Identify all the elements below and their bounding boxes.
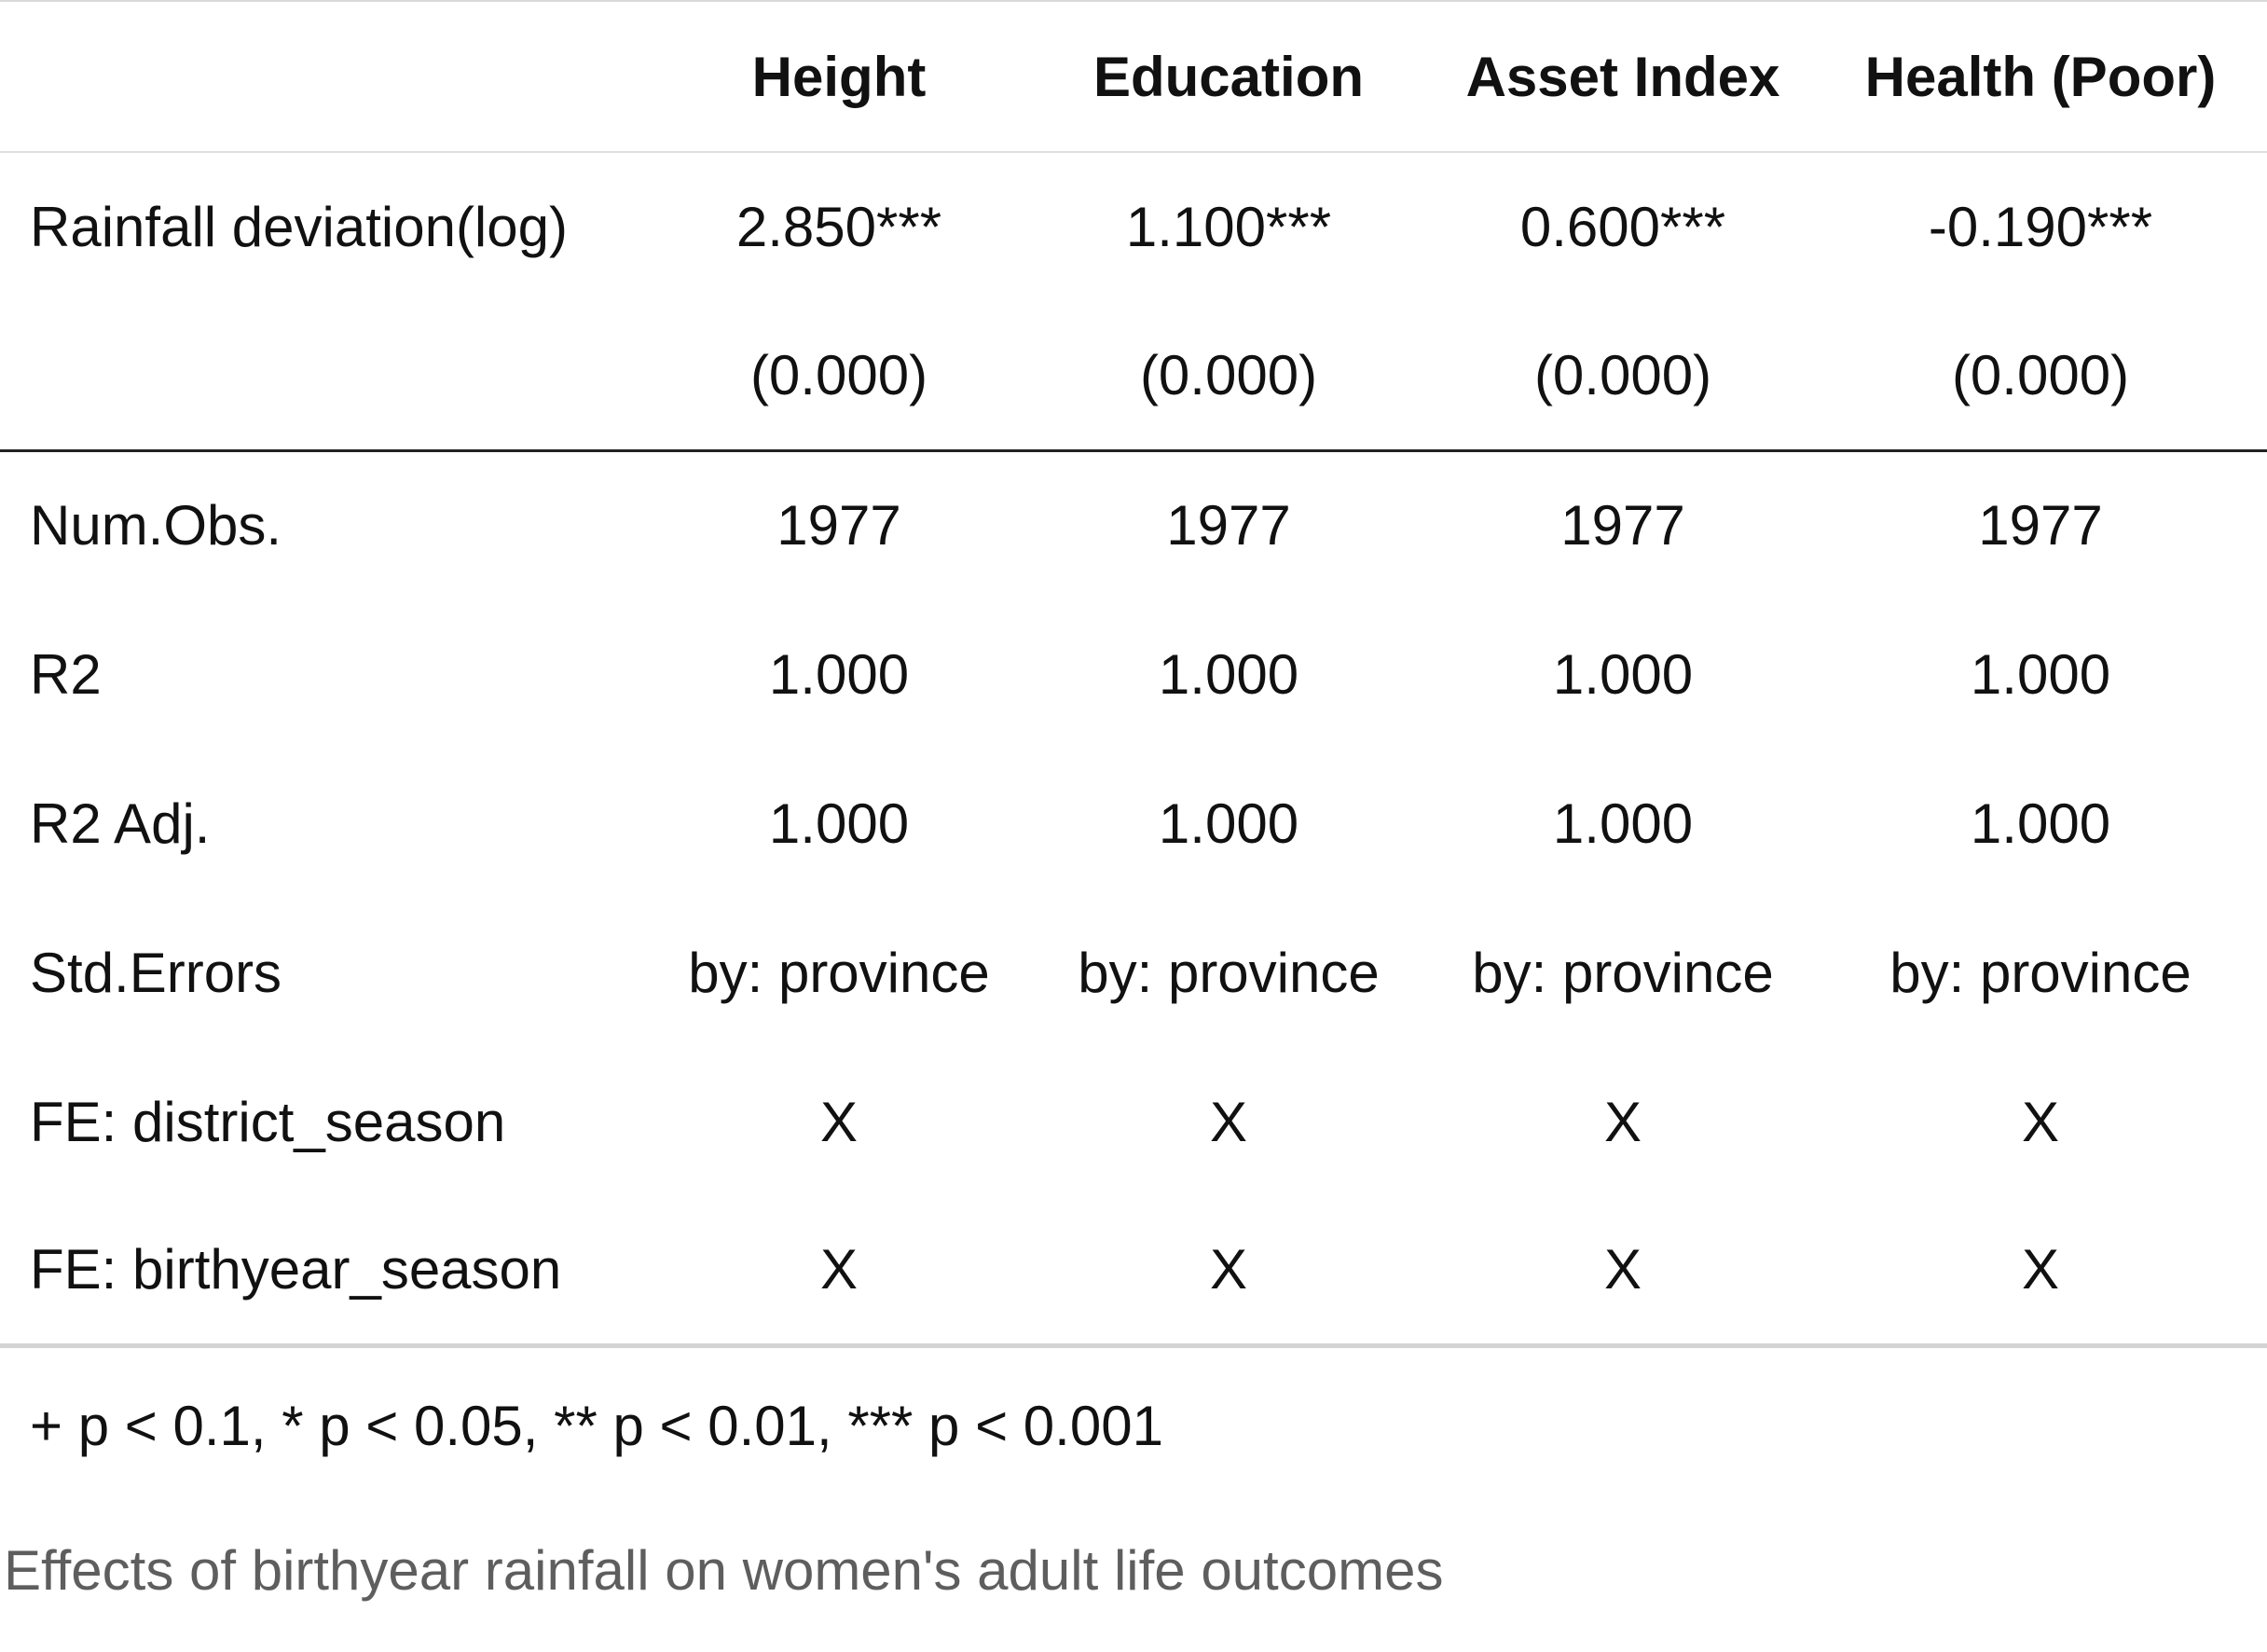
row-label: FE: district_season xyxy=(30,1090,506,1153)
table-cell: (0.000) xyxy=(1533,343,1712,406)
regression-table: Height Education Asset Index Health (Poo… xyxy=(0,1,2267,1504)
table-cell: X xyxy=(1209,1090,1248,1153)
table-cell: 1.000 xyxy=(1158,642,1299,706)
row-label: Num.Obs. xyxy=(30,494,282,558)
table-cell: 1.000 xyxy=(1158,792,1299,855)
table-cell: 1.000 xyxy=(1552,642,1694,706)
table-cell: (0.000) xyxy=(1951,343,2130,406)
table-footer: + p < 0.1, * p < 0.05, ** p < 0.01, *** … xyxy=(0,1345,2267,1504)
table-body: Rainfall deviation(log) 2.850*** 1.100**… xyxy=(0,152,2267,1345)
table-cell: 1.100*** xyxy=(1125,196,1332,258)
table-caption: Effects of birthyear rainfall on women's… xyxy=(4,1539,1444,1602)
table-cell: X xyxy=(819,1238,859,1301)
table-cell: 1977 xyxy=(776,494,901,558)
table-cell: 1977 xyxy=(1560,494,1685,558)
header-cell-asset-index: Asset Index xyxy=(1465,45,1780,108)
table-cell: -0.190*** xyxy=(1928,196,2153,258)
header-cell-health-poor: Health (Poor) xyxy=(1864,45,2217,108)
table-header: Height Education Asset Index Health (Poo… xyxy=(0,1,2267,152)
row-label: Std.Errors xyxy=(30,941,282,1004)
stat-row-r2-adj: R2 Adj. 1.000 1.000 1.000 1.000 xyxy=(0,749,2267,898)
footnote-row: + p < 0.1, * p < 0.05, ** p < 0.01, *** … xyxy=(0,1345,2267,1504)
table-cell: 1.000 xyxy=(1970,642,2111,706)
table-cell: by: province xyxy=(1472,941,1774,1004)
table-cell: (0.000) xyxy=(749,343,928,406)
table-cell: X xyxy=(2021,1090,2060,1153)
table-cell: 0.600*** xyxy=(1519,196,1726,258)
table-cell: X xyxy=(2021,1238,2060,1301)
stat-row-r2: R2 1.000 1.000 1.000 1.000 xyxy=(0,599,2267,749)
table-cell: X xyxy=(819,1090,859,1153)
stat-row-fe-district-season: FE: district_season X X X X xyxy=(0,1047,2267,1196)
stat-row-num-obs: Num.Obs. 1977 1977 1977 1977 xyxy=(0,450,2267,599)
table-cell: by: province xyxy=(1889,941,2191,1004)
table-cell: 1977 xyxy=(1166,494,1291,558)
table-cell: 2.850*** xyxy=(735,196,942,258)
header-cell-empty xyxy=(0,1,653,152)
table-cell: X xyxy=(1603,1090,1642,1153)
stat-row-std-errors: Std.Errors by: province by: province by:… xyxy=(0,898,2267,1047)
header-row: Height Education Asset Index Health (Poo… xyxy=(0,1,2267,152)
stat-row-fe-birthyear-season: FE: birthyear_season X X X X xyxy=(0,1196,2267,1345)
table-cell: (0.000) xyxy=(1139,343,1318,406)
row-label: FE: birthyear_season xyxy=(30,1238,562,1301)
table-cell: 1.000 xyxy=(768,642,910,706)
row-label: R2 Adj. xyxy=(30,792,211,855)
table-cell: 1.000 xyxy=(1552,792,1694,855)
significance-footnote: + p < 0.1, * p < 0.05, ** p < 0.01, *** … xyxy=(30,1394,1163,1457)
table-cell: X xyxy=(1209,1238,1248,1301)
standard-error-row: (0.000) (0.000) (0.000) (0.000) xyxy=(0,301,2267,450)
table-cell: by: province xyxy=(688,941,990,1004)
table-cell: 1.000 xyxy=(768,792,910,855)
row-label xyxy=(0,301,653,450)
table-cell: X xyxy=(1603,1238,1642,1301)
row-label: Rainfall deviation(log) xyxy=(30,196,568,258)
row-label: R2 xyxy=(30,642,102,706)
header-cell-height: Height xyxy=(751,45,927,108)
coefficient-row: Rainfall deviation(log) 2.850*** 1.100**… xyxy=(0,152,2267,301)
header-cell-education: Education xyxy=(1092,45,1364,108)
table-cell: 1.000 xyxy=(1970,792,2111,855)
table-cell: 1977 xyxy=(1978,494,2103,558)
table-cell: by: province xyxy=(1078,941,1380,1004)
regression-table-container: Height Education Asset Index Health (Poo… xyxy=(0,1,2267,1504)
